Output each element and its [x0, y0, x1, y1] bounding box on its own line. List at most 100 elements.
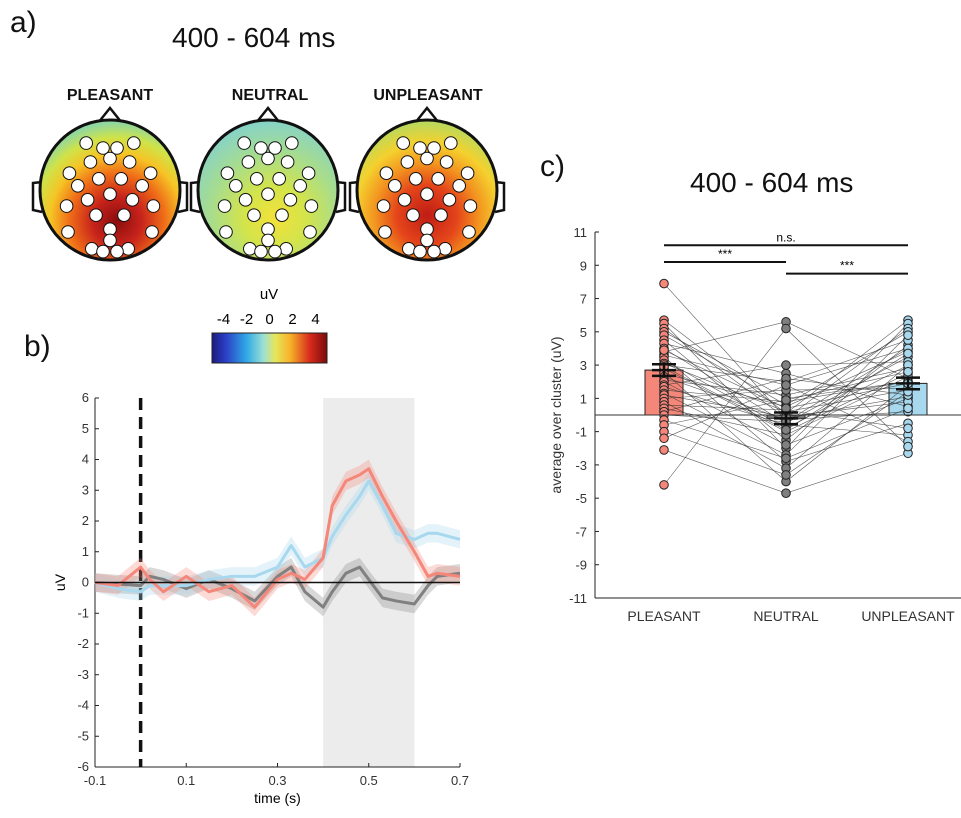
x-tick-label: 0.7 [451, 773, 469, 788]
colorbar-tick-label: 4 [311, 311, 319, 328]
colorbar-tick-label: 0 [265, 311, 273, 328]
panel-b-letter: b) [24, 330, 51, 363]
electrode [376, 199, 391, 213]
y-tick-label: 9 [580, 258, 587, 273]
electrode [261, 151, 275, 166]
category-label: UNPLEASANT [861, 608, 955, 624]
electrode [254, 244, 268, 259]
subject-point-neutral [781, 425, 791, 435]
topomap-label-neutral: NEUTRAL [231, 87, 309, 104]
electrode [268, 244, 282, 259]
y-tick-label: 1 [580, 391, 587, 406]
electrode [427, 141, 441, 155]
electrode [241, 155, 256, 169]
electrode [125, 193, 140, 207]
subject-point-pleasant [659, 480, 669, 490]
electrode [431, 172, 446, 186]
electrode [220, 166, 235, 180]
electrode [143, 166, 158, 180]
y-axis-label: uV [52, 573, 68, 591]
category-label: PLEASANT [627, 608, 701, 624]
subject-point-pleasant [659, 345, 669, 355]
electrode [127, 136, 141, 150]
topomap-label-unpleasant: UNPLEASANT [373, 87, 483, 104]
colorbar-tick-label: -4 [217, 311, 230, 328]
electrode [80, 193, 95, 207]
electrode [285, 136, 299, 150]
electrode [304, 199, 319, 213]
electrode [460, 166, 475, 180]
subject-point-neutral [781, 488, 791, 498]
y-tick-label: -3 [77, 667, 89, 682]
electrode [379, 166, 394, 180]
electrode [121, 242, 135, 256]
y-tick-label: -1 [77, 605, 89, 620]
electrode [96, 244, 110, 259]
electrode [396, 136, 411, 150]
electrode [219, 225, 233, 239]
subject-point-unpleasant [903, 441, 913, 452]
subject-point-unpleasant [903, 348, 913, 359]
y-tick-label: -1 [575, 425, 587, 440]
subject-point-unpleasant [903, 423, 913, 434]
subject-point-pleasant [659, 445, 669, 455]
series-band-neutral [95, 557, 460, 617]
electrode [442, 193, 457, 207]
electrode [272, 172, 287, 186]
x-tick-label: -0.1 [84, 773, 106, 788]
y-tick-label: 5 [82, 421, 89, 436]
electrode [62, 166, 77, 180]
electrode [301, 166, 316, 180]
significance-label: n.s. [776, 230, 795, 244]
subject-point-neutral [781, 395, 791, 405]
y-tick-label: -6 [77, 759, 89, 774]
y-tick-label: -9 [575, 558, 587, 573]
electrode [89, 208, 103, 222]
electrode [237, 136, 251, 150]
electrode [247, 208, 261, 222]
electrode [452, 179, 467, 193]
colorbar-tick-label: 2 [288, 311, 296, 328]
subject-point-neutral [781, 323, 791, 334]
electrode [438, 242, 453, 256]
subject-point-neutral [781, 440, 791, 450]
electrode [283, 193, 298, 207]
subject-point-pleasant [659, 278, 669, 289]
x-tick-label: 0.3 [268, 773, 286, 788]
electrode [249, 172, 264, 186]
category-label: NEUTRAL [753, 608, 819, 624]
x-tick-label: 0.5 [360, 773, 378, 788]
y-tick-label: 3 [580, 358, 587, 373]
y-tick-label: 11 [574, 225, 588, 240]
subject-point-pleasant [659, 433, 669, 444]
electrode [400, 155, 415, 169]
electrode [303, 225, 317, 239]
electrode [146, 199, 161, 213]
electrode [413, 244, 427, 259]
colorbar: uV -4 -2 0 2 4 [211, 286, 328, 364]
electrode [378, 225, 392, 239]
subject-point-neutral [781, 380, 791, 390]
electrode [427, 244, 441, 259]
significance-label: *** [718, 247, 732, 261]
series-line-unpleasant [94, 479, 461, 594]
subject-point-neutral [781, 470, 791, 480]
electrode [275, 208, 289, 222]
electrode [280, 155, 295, 169]
electrode [92, 172, 106, 186]
y-tick-label: 4 [82, 452, 89, 467]
electrode [217, 199, 232, 213]
electrode [420, 151, 434, 166]
y-tick-label: -3 [575, 458, 587, 473]
electrode [409, 172, 423, 186]
electrode [254, 141, 268, 155]
y-tick-label: 7 [580, 292, 587, 307]
topomap-neutral [189, 105, 347, 262]
subject-point-unpleasant [903, 366, 913, 377]
electrode [135, 179, 149, 193]
y-tick-label: 3 [82, 482, 89, 497]
electrode [145, 225, 159, 239]
electrode [402, 242, 416, 256]
electrode [279, 242, 294, 256]
electrode [83, 155, 98, 169]
